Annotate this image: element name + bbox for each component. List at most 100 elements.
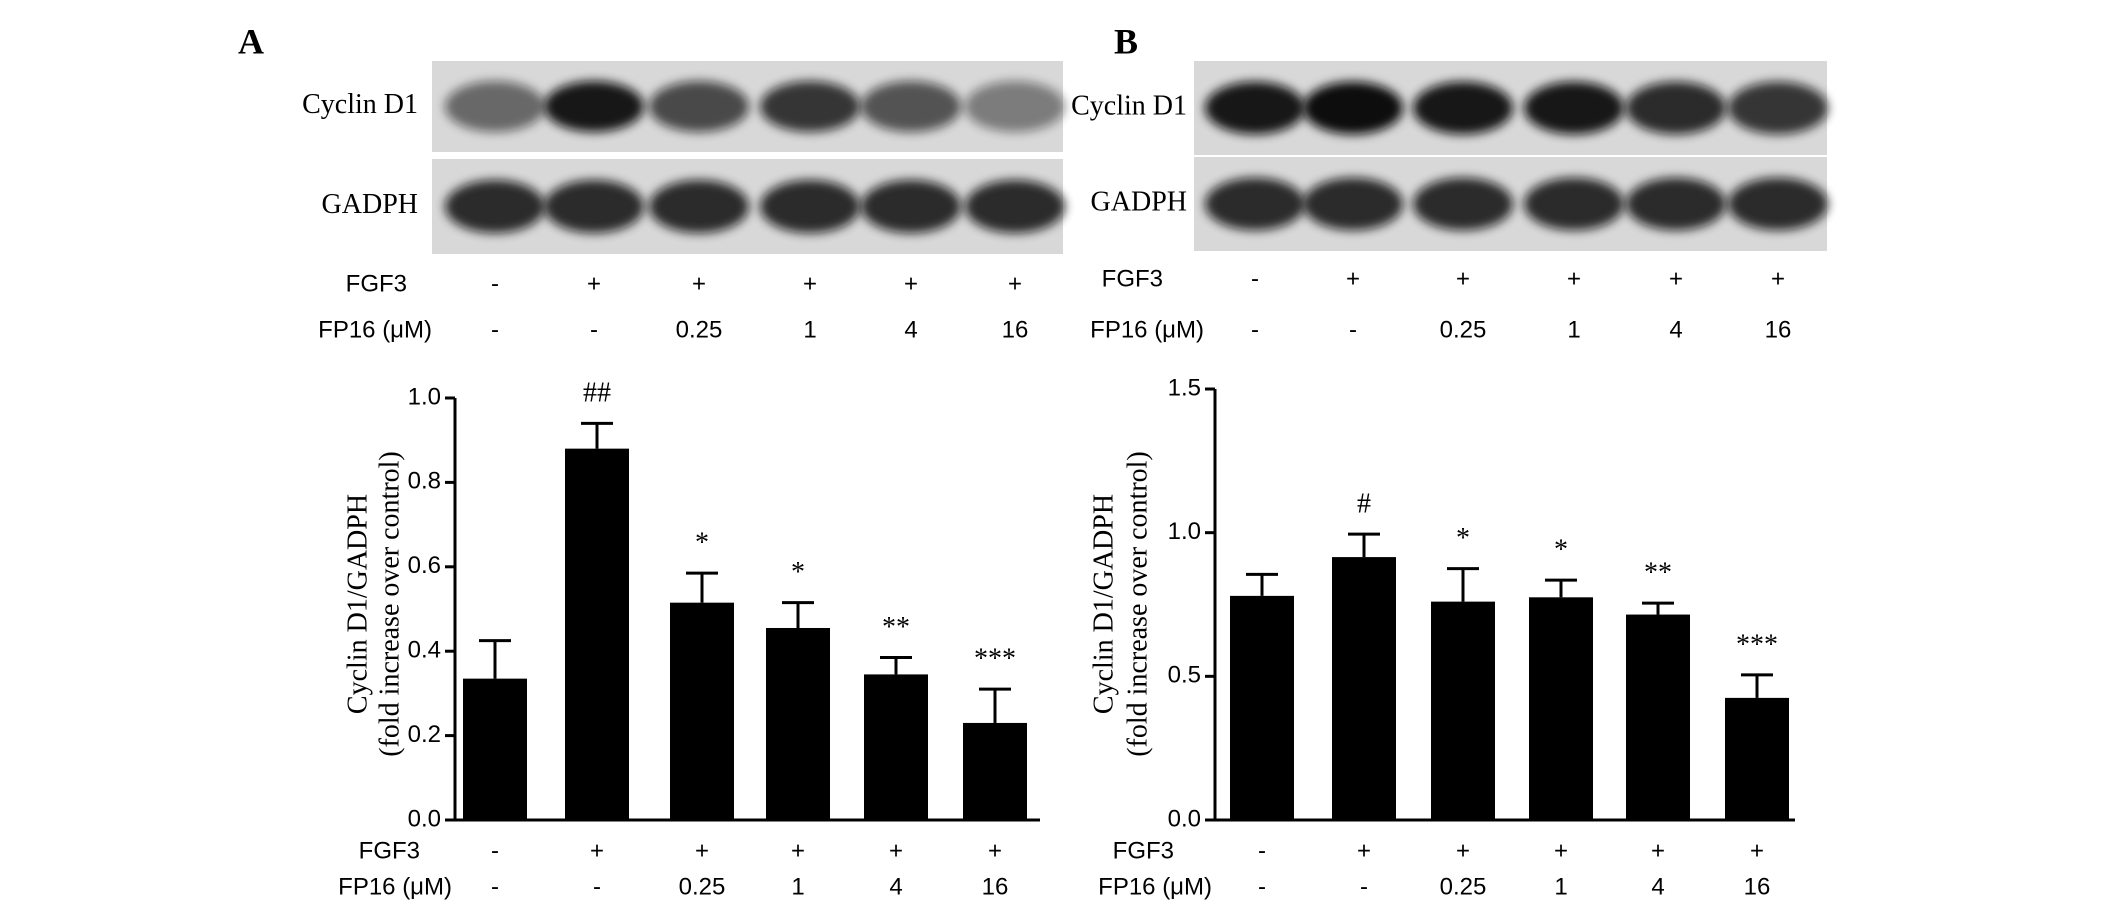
treatment-value: - xyxy=(1258,837,1266,864)
significance-label: * xyxy=(1456,523,1470,554)
treatment-name: FGF3 xyxy=(1102,265,1163,292)
treatment-value: + xyxy=(1750,837,1764,864)
treatment-value: 4 xyxy=(1669,316,1682,343)
significance-label: * xyxy=(791,557,805,588)
y-axis-label: Cyclin D1/GADPH xyxy=(342,494,373,714)
blot-row-label: GADPH xyxy=(322,189,418,220)
blot-band xyxy=(1524,177,1624,231)
blot-band xyxy=(445,179,545,234)
blot-band xyxy=(1626,81,1726,135)
treatment-name: FP16 (μM) xyxy=(318,316,432,343)
treatment-value: 4 xyxy=(1651,873,1664,900)
treatment-value: 16 xyxy=(982,873,1009,900)
blot-band xyxy=(1626,177,1726,231)
y-tick-label: 0.6 xyxy=(408,552,441,579)
blot-band xyxy=(649,179,749,234)
bar xyxy=(463,678,527,820)
treatment-name: FGF3 xyxy=(346,270,407,297)
treatment-value: 1 xyxy=(791,873,804,900)
treatment-value: 16 xyxy=(1765,316,1792,343)
blot-band xyxy=(544,81,644,132)
treatment-name: FGF3 xyxy=(1113,837,1174,864)
treatment-value: + xyxy=(1456,265,1470,292)
blot-band xyxy=(1303,81,1403,135)
treatment-value: - xyxy=(1349,316,1357,343)
treatment-value: + xyxy=(1669,265,1683,292)
blot-band xyxy=(445,81,545,132)
blot-band xyxy=(965,179,1065,234)
bar xyxy=(1626,614,1690,820)
treatment-value: - xyxy=(593,873,601,900)
treatment-value: + xyxy=(1008,270,1022,297)
bar xyxy=(1230,595,1294,820)
treatment-value: 1 xyxy=(803,316,816,343)
panel-label: B xyxy=(1114,21,1138,61)
treatment-value: + xyxy=(1554,837,1568,864)
significance-label: *** xyxy=(974,644,1016,675)
y-tick-label: 0.8 xyxy=(408,468,441,495)
treatment-value: - xyxy=(1251,316,1259,343)
treatment-value: 4 xyxy=(904,316,917,343)
treatment-value: - xyxy=(1251,265,1259,292)
blot-band xyxy=(1413,177,1513,231)
blot-band xyxy=(1728,81,1828,135)
blot-band xyxy=(1205,177,1305,231)
treatment-value: + xyxy=(904,270,918,297)
treatment-value: + xyxy=(1771,265,1785,292)
treatment-value: + xyxy=(695,837,709,864)
bar xyxy=(670,602,734,820)
treatment-value: 1 xyxy=(1567,316,1580,343)
treatment-value: + xyxy=(587,270,601,297)
significance-label: * xyxy=(695,528,709,559)
treatment-value: 16 xyxy=(1002,316,1029,343)
treatment-value: + xyxy=(1651,837,1665,864)
blot-band xyxy=(1524,81,1624,135)
bar xyxy=(1431,601,1495,820)
y-tick-label: 0.4 xyxy=(408,637,441,664)
blot-band xyxy=(544,179,644,234)
bar xyxy=(864,674,928,820)
y-tick-label: 0.0 xyxy=(1168,805,1201,832)
y-axis-label: Cyclin D1/GADPH xyxy=(1088,494,1119,714)
y-tick-label: 0.0 xyxy=(408,805,441,832)
treatment-value: + xyxy=(1346,265,1360,292)
treatment-value: 0.25 xyxy=(1440,873,1487,900)
bar xyxy=(565,448,629,820)
blot-band xyxy=(649,81,749,132)
blot-band xyxy=(760,81,860,132)
treatment-value: + xyxy=(791,837,805,864)
blot-band xyxy=(861,81,961,132)
y-tick-label: 0.5 xyxy=(1168,662,1201,689)
treatment-value: + xyxy=(1567,265,1581,292)
treatment-value: 0.25 xyxy=(676,316,723,343)
treatment-value: + xyxy=(590,837,604,864)
y-axis-label: (fold increase over control) xyxy=(374,451,405,757)
treatment-value: 0.25 xyxy=(679,873,726,900)
significance-label: ## xyxy=(583,378,611,409)
blot-band xyxy=(1303,177,1403,231)
blot-band xyxy=(1728,177,1828,231)
significance-label: ** xyxy=(1644,557,1672,588)
treatment-value: - xyxy=(590,316,598,343)
treatment-value: 0.25 xyxy=(1440,316,1487,343)
treatment-value: 1 xyxy=(1554,873,1567,900)
blot-row-label: GADPH xyxy=(1091,186,1187,217)
treatment-value: + xyxy=(1456,837,1470,864)
treatment-value: 4 xyxy=(889,873,902,900)
treatment-value: + xyxy=(803,270,817,297)
y-tick-label: 1.0 xyxy=(1168,518,1201,545)
y-tick-label: 1.5 xyxy=(1168,374,1201,401)
treatment-name: FGF3 xyxy=(359,837,420,864)
treatment-value: - xyxy=(1258,873,1266,900)
treatment-name: FP16 (μM) xyxy=(1090,316,1204,343)
blot-row-label: Cyclin D1 xyxy=(1071,90,1187,121)
y-tick-label: 1.0 xyxy=(408,383,441,410)
treatment-value: - xyxy=(1360,873,1368,900)
treatment-value: + xyxy=(889,837,903,864)
treatment-value: - xyxy=(491,837,499,864)
treatment-value: + xyxy=(1357,837,1371,864)
treatment-value: - xyxy=(491,316,499,343)
y-tick-label: 0.2 xyxy=(408,721,441,748)
treatment-value: - xyxy=(491,270,499,297)
